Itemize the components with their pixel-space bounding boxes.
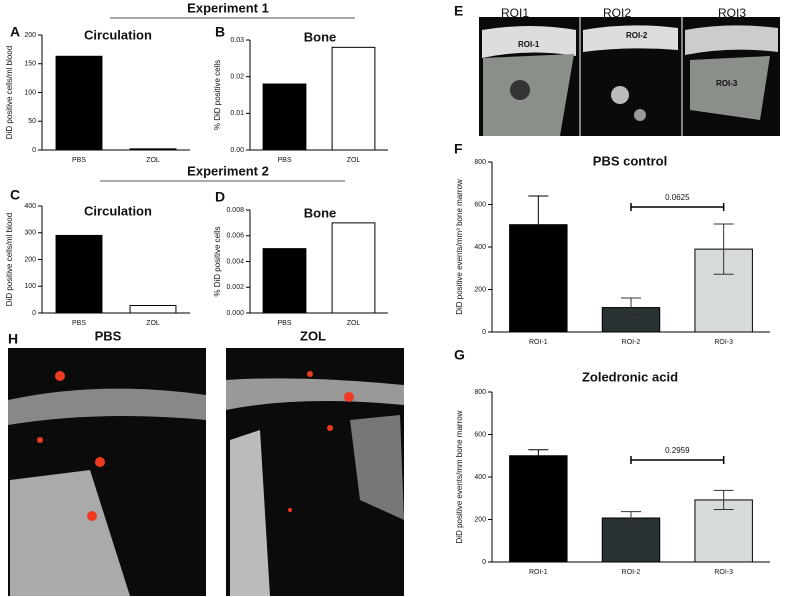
panel-letter: E xyxy=(454,3,463,19)
error-bar xyxy=(713,489,734,511)
bar xyxy=(129,305,177,314)
y-tick-label: 0.01 xyxy=(230,110,244,117)
bar xyxy=(509,455,568,563)
y-tick-label: 300 xyxy=(24,230,36,237)
bar xyxy=(601,517,661,563)
error-bar xyxy=(713,223,734,275)
x-tick-label: PBS xyxy=(277,320,291,327)
chart-title: Circulation xyxy=(84,27,152,42)
panel-letter: A xyxy=(10,24,20,40)
experiment-title: Experiment 1 xyxy=(187,0,269,15)
image-tag: ROI-3 xyxy=(716,79,738,88)
y-tick-label: 800 xyxy=(474,389,486,396)
y-tick-label: 0.006 xyxy=(226,233,244,240)
panel-letter: F xyxy=(454,141,463,157)
x-tick-label: PBS xyxy=(72,320,86,327)
chart-title: Circulation xyxy=(84,203,152,218)
y-tick-label: 600 xyxy=(474,201,486,208)
y-tick-label: 200 xyxy=(24,256,36,263)
x-tick-label: ROI-1 xyxy=(529,339,548,346)
y-tick-label: 100 xyxy=(24,89,36,96)
x-tick-label: ROI-3 xyxy=(714,569,733,576)
y-axis-label: DiD positive events/mm³ bone marrow xyxy=(455,179,464,315)
y-tick-label: 150 xyxy=(24,61,36,68)
y-tick-label: 0 xyxy=(32,147,36,154)
y-tick-label: 0.004 xyxy=(226,258,244,265)
y-axis-label: DiD positive events/mm bone marrow xyxy=(455,410,464,543)
y-tick-label: 0.000 xyxy=(226,310,244,317)
bar xyxy=(262,83,307,151)
y-tick-label: 200 xyxy=(24,32,36,39)
y-tick-label: 50 xyxy=(28,118,36,125)
significance-bracket xyxy=(630,203,725,211)
error-bar xyxy=(528,449,549,463)
y-tick-label: 200 xyxy=(474,516,486,523)
image-title: ZOL xyxy=(300,328,326,343)
image-title: ROI1 xyxy=(501,6,529,20)
annotation: 0.0625 xyxy=(665,193,690,202)
histology-images xyxy=(8,348,404,596)
y-tick-label: 0.002 xyxy=(226,284,244,291)
roi-images xyxy=(479,17,780,136)
y-tick-label: 400 xyxy=(24,203,36,210)
panel-letter: H xyxy=(8,331,18,347)
bar xyxy=(129,148,177,151)
panel-letter: G xyxy=(454,347,465,363)
bar xyxy=(262,248,307,314)
y-tick-label: 0.02 xyxy=(230,74,244,81)
x-tick-label: ROI-1 xyxy=(529,569,548,576)
error-bar xyxy=(621,511,641,525)
x-tick-label: ROI-3 xyxy=(714,339,733,346)
image-title: ROI3 xyxy=(718,6,746,20)
chart-title: PBS control xyxy=(593,153,667,168)
panel-letter: C xyxy=(10,187,20,203)
error-bar xyxy=(528,195,549,254)
y-axis-label: DiD positive cells/ml blood xyxy=(5,46,14,139)
bar xyxy=(55,234,103,314)
x-tick-label: PBS xyxy=(72,157,86,164)
x-tick-label: ZOL xyxy=(347,157,361,164)
x-tick-label: ZOL xyxy=(146,157,160,164)
bar xyxy=(55,55,103,151)
panel-letter: D xyxy=(215,189,225,205)
x-tick-label: ROI-2 xyxy=(622,569,641,576)
y-axis-label: % DiD positive cells xyxy=(213,60,222,130)
x-tick-label: ZOL xyxy=(347,320,361,327)
x-tick-label: PBS xyxy=(277,157,291,164)
error-bar xyxy=(621,297,641,318)
experiment-title: Experiment 2 xyxy=(187,163,269,178)
y-tick-label: 800 xyxy=(474,159,486,166)
annotation: 0.2959 xyxy=(665,446,690,455)
image-title: ROI2 xyxy=(603,6,631,20)
panel-letter: B xyxy=(215,24,225,40)
y-tick-label: 0.03 xyxy=(230,37,244,44)
y-tick-label: 100 xyxy=(24,283,36,290)
significance-bracket xyxy=(630,456,725,464)
chart-title: Bone xyxy=(304,205,337,220)
y-tick-label: 200 xyxy=(474,286,486,293)
bar xyxy=(331,222,376,314)
bar xyxy=(694,499,753,563)
chart-title: Zoledronic acid xyxy=(582,369,678,384)
y-axis-label: % DiD positive cells xyxy=(213,226,222,296)
y-tick-label: 0 xyxy=(482,559,486,566)
y-tick-label: 400 xyxy=(474,244,486,251)
image-tag: ROI-1 xyxy=(518,40,540,49)
y-tick-label: 400 xyxy=(474,474,486,481)
y-tick-label: 0 xyxy=(482,329,486,336)
bar xyxy=(331,46,376,151)
image-tag: ROI-2 xyxy=(626,31,648,40)
x-tick-label: ROI-2 xyxy=(622,339,641,346)
chart-title: Bone xyxy=(304,29,337,44)
y-tick-label: 600 xyxy=(474,431,486,438)
y-axis-label: DiD positive cells/ml blood xyxy=(5,213,14,306)
y-tick-label: 0 xyxy=(32,310,36,317)
y-tick-label: 0.008 xyxy=(226,207,244,214)
x-tick-label: ZOL xyxy=(146,320,160,327)
image-title: PBS xyxy=(95,328,122,343)
y-tick-label: 0.00 xyxy=(230,147,244,154)
